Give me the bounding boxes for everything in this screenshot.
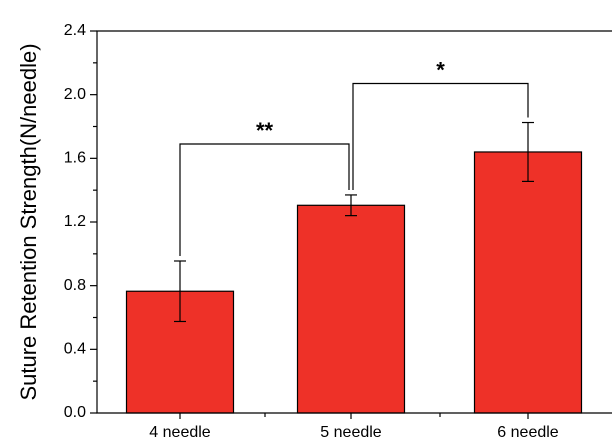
y-ticks: 0.0 0.4 0.8 1.2 1.6 2.0 2.4 bbox=[64, 22, 97, 421]
significance-label: ** bbox=[256, 118, 274, 143]
x-tick-label: 4 needle bbox=[149, 424, 210, 441]
y-tick-label: 2.4 bbox=[64, 22, 86, 39]
y-tick-label: 1.2 bbox=[64, 213, 86, 230]
x-tick-labels: 4 needle 5 needle 6 needle bbox=[149, 413, 559, 441]
y-tick-label: 0.0 bbox=[64, 404, 86, 421]
error-bars-group bbox=[174, 121, 534, 323]
x-tick-label: 6 needle bbox=[497, 424, 558, 441]
bars-group bbox=[125, 151, 583, 414]
y-tick-label: 0.4 bbox=[64, 341, 86, 358]
y-tick-label: 0.8 bbox=[64, 277, 86, 294]
significance-bracket bbox=[179, 143, 350, 256]
significance-group: *** bbox=[179, 58, 529, 256]
x-tick-label: 5 needle bbox=[320, 424, 381, 441]
bar bbox=[296, 204, 406, 414]
significance-bracket bbox=[352, 82, 529, 190]
bar bbox=[473, 151, 583, 414]
y-tick-label: 2.0 bbox=[64, 86, 86, 103]
axis-frame bbox=[96, 30, 612, 414]
y-tick-label: 1.6 bbox=[64, 150, 86, 167]
significance-label: * bbox=[436, 58, 445, 83]
y-axis-title: Suture Retention Strength(N/needle) bbox=[16, 43, 41, 400]
